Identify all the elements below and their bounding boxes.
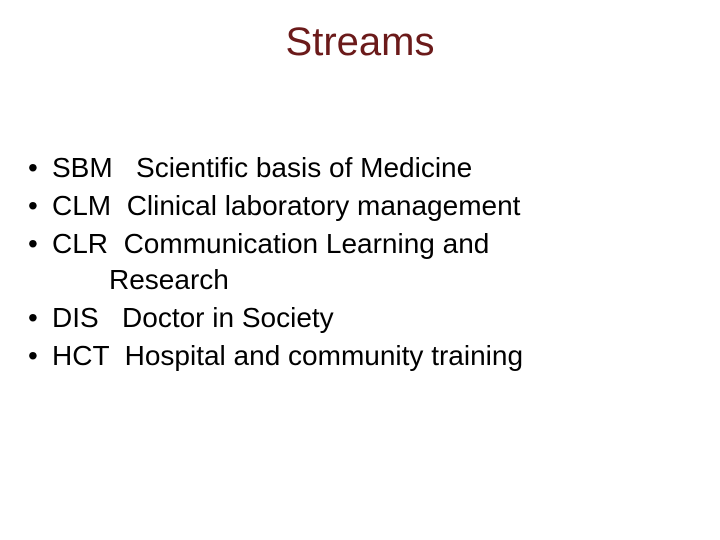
item-desc: Scientific basis of Medicine — [136, 152, 472, 183]
item-desc-continuation: Research — [52, 262, 694, 298]
item-abbr: CLM — [52, 190, 111, 221]
slide-title: Streams — [0, 20, 720, 65]
list-item: CLR Communication Learning andResearch — [24, 226, 694, 298]
list-item: HCT Hospital and community training — [24, 338, 694, 374]
item-separator — [111, 190, 127, 221]
slide: Streams SBM Scientific basis of Medicine… — [0, 0, 720, 540]
item-desc: Hospital and community training — [125, 340, 523, 371]
item-separator — [99, 302, 122, 333]
list-item: DIS Doctor in Society — [24, 300, 694, 336]
item-desc: Clinical laboratory management — [127, 190, 521, 221]
item-separator — [113, 152, 136, 183]
item-abbr: HCT — [52, 340, 109, 371]
item-abbr: CLR — [52, 228, 108, 259]
list-item: CLM Clinical laboratory management — [24, 188, 694, 224]
item-abbr: SBM — [52, 152, 113, 183]
item-abbr: DIS — [52, 302, 99, 333]
item-separator — [108, 228, 124, 259]
item-desc: Doctor in Society — [122, 302, 334, 333]
bullet-list: SBM Scientific basis of MedicineCLM Clin… — [24, 150, 694, 376]
item-separator — [109, 340, 125, 371]
item-desc: Communication Learning and — [124, 228, 490, 259]
list-item: SBM Scientific basis of Medicine — [24, 150, 694, 186]
